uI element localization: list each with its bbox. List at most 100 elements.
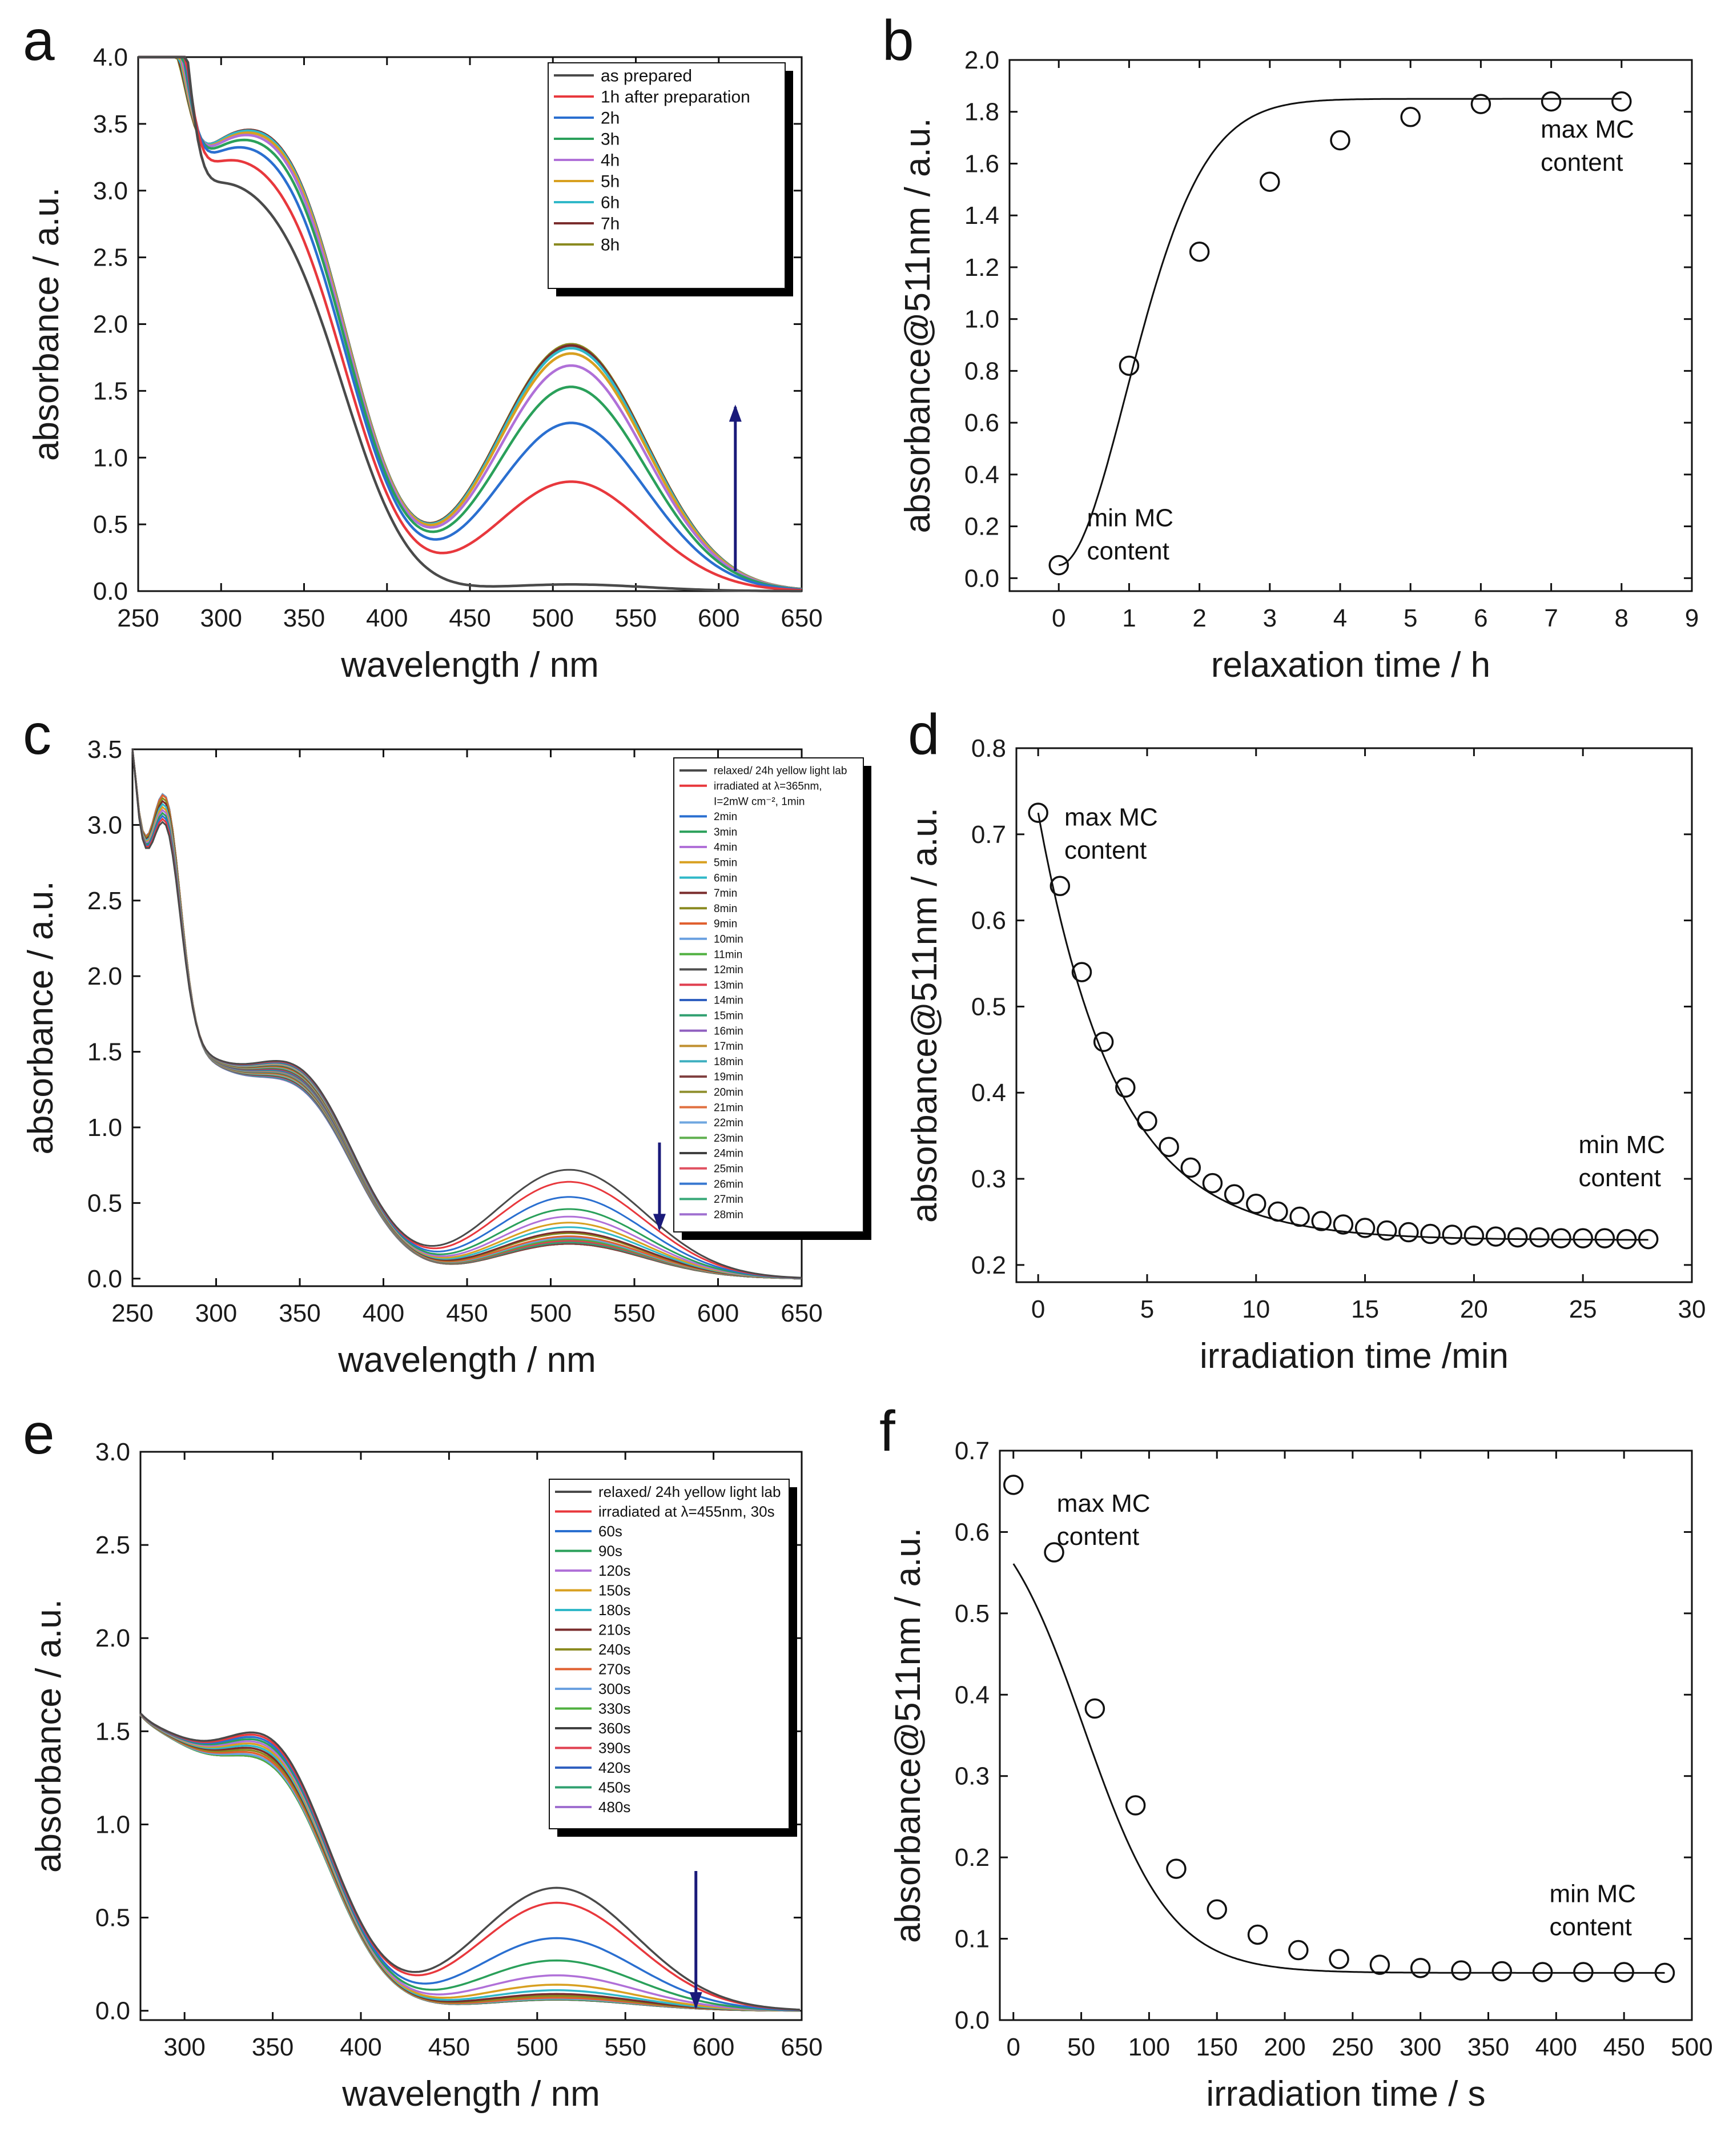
- data-point: [1003, 1475, 1024, 1495]
- y-tick-label: 3.5: [87, 736, 122, 764]
- legend-entry: 28min: [714, 1209, 743, 1221]
- y-tick-label: 1.8: [964, 98, 999, 126]
- annotation-line: content: [1057, 1523, 1139, 1551]
- spectrum-line: [139, 1712, 800, 2011]
- data-point: [1330, 130, 1350, 151]
- data-point: [1614, 1962, 1634, 1982]
- x-tick-label: 200: [1264, 2033, 1305, 2061]
- y-axis-title: absorbance / a.u.: [29, 1599, 69, 1873]
- y-tick-label: 1.4: [964, 202, 999, 230]
- data-point: [1420, 1223, 1441, 1244]
- legend-box: [673, 757, 864, 1232]
- x-tick-label: 450: [449, 604, 490, 632]
- plot-frame: [1015, 747, 1693, 1283]
- x-axis-title: wavelength / nm: [340, 645, 598, 685]
- y-tick-label: 0.0: [964, 564, 999, 592]
- legend-box: [549, 1479, 790, 1829]
- legend-entry: 330s: [598, 1700, 630, 1717]
- y-tick-label: 1.0: [93, 444, 128, 472]
- trend-arrow-head: [689, 1992, 702, 2010]
- x-axis-title: irradiation time /min: [1200, 1336, 1509, 1376]
- data-point: [1369, 1954, 1390, 1975]
- annotation: min MC content: [1087, 504, 1174, 565]
- spectrum-line: [139, 1713, 800, 2012]
- data-point: [1044, 1542, 1064, 1563]
- data-point: [1093, 1031, 1114, 1052]
- x-tick-label: 6: [1474, 604, 1487, 632]
- legend-entry: 26min: [714, 1178, 743, 1190]
- plot-e: 300 350 400 450 500 550 600 650 0.0 0.5 1.0 1.5 2.0 2…: [29, 1438, 823, 2114]
- annotation: min MC content: [1579, 1131, 1666, 1192]
- spectrum-line: [131, 749, 802, 1279]
- x-tick-label: 350: [252, 2033, 293, 2061]
- legend-entry: 180s: [598, 1601, 630, 1619]
- data-point: [1410, 1958, 1431, 1978]
- y-tick-label: 0.8: [971, 734, 1006, 762]
- y-tick-label: 3.0: [93, 177, 128, 205]
- y-tick-label: 0.3: [971, 1165, 1006, 1193]
- annotation-line: max MC: [1064, 804, 1158, 832]
- legend-entry: 15min: [714, 1010, 743, 1022]
- data-point: [1224, 1184, 1245, 1205]
- x-tick-label: 0: [1031, 1295, 1045, 1323]
- spectrum-line: [138, 55, 802, 591]
- data-point: [1311, 1211, 1332, 1231]
- y-tick-label: 0.4: [971, 1079, 1006, 1107]
- data-point: [1573, 1962, 1594, 1982]
- legend-entry: 6h: [601, 194, 620, 212]
- y-tick-label: 0.6: [955, 1518, 990, 1546]
- legend-entry: 150s: [598, 1582, 630, 1599]
- data-point: [1507, 1227, 1528, 1248]
- data-point: [1115, 1077, 1136, 1098]
- y-tick-label: 2.5: [93, 244, 128, 272]
- x-tick-label: 300: [195, 1299, 237, 1327]
- legend-entry: 22min: [714, 1117, 743, 1129]
- x-tick-label: 10: [1242, 1295, 1270, 1323]
- y-tick-label: 0.5: [87, 1189, 122, 1217]
- y-tick-label: 0.4: [964, 461, 999, 489]
- data-point: [1260, 171, 1280, 192]
- panel-letter-e: e: [23, 1402, 55, 1466]
- y-tick-label: 3.0: [87, 811, 122, 839]
- y-axis-title: absorbance@511nm / a.u.: [898, 118, 938, 533]
- x-tick-label: 9: [1685, 604, 1699, 632]
- y-tick-label: 1.0: [87, 1114, 122, 1142]
- x-axis-title: irradiation time / s: [1206, 2074, 1485, 2114]
- x-tick-label: 20: [1460, 1295, 1488, 1323]
- spectrum-line: [138, 55, 802, 593]
- legend-entry: 27min: [714, 1194, 743, 1206]
- x-tick-label: 450: [428, 2033, 470, 2061]
- fit-curve: [1012, 1563, 1665, 1974]
- legend-entry: 18min: [714, 1056, 743, 1068]
- annotation-line: max MC: [1541, 115, 1634, 143]
- y-tick-label: 0.2: [971, 1251, 1006, 1279]
- x-tick-label: 250: [1332, 2033, 1373, 2061]
- data-point: [1125, 1795, 1146, 1816]
- y-tick-label: 2.5: [95, 1531, 130, 1559]
- y-tick-label: 0.2: [955, 1844, 990, 1872]
- x-tick-label: 550: [604, 2033, 646, 2061]
- data-point: [1288, 1940, 1309, 1961]
- legend-entry: 17min: [714, 1041, 743, 1053]
- legend-entry: 5min: [714, 857, 737, 869]
- panel-a: a 250 300 350 400 450 500 550 600 650 0.0 0.5 1.0 1.…: [23, 9, 823, 685]
- legend-entry: 2h: [601, 109, 620, 128]
- y-tick-label: 2.0: [95, 1624, 130, 1652]
- legend-entry: 5h: [601, 172, 620, 191]
- data-point: [1611, 91, 1632, 112]
- data-point: [1084, 1698, 1105, 1719]
- x-tick-label: 350: [283, 604, 325, 632]
- plot-a: 250 300 350 400 450 500 550 600 650 0.0 0.5 1.0 1.5 2…: [27, 43, 823, 685]
- y-axis-title: absorbance@511nm / a.u.: [905, 808, 944, 1223]
- data-point: [1551, 1228, 1571, 1248]
- x-tick-label: 350: [279, 1299, 320, 1327]
- trend-arrow-head: [729, 404, 742, 422]
- x-tick-label: 7: [1544, 604, 1558, 632]
- data-point: [1268, 1201, 1288, 1222]
- annotation-line: content: [1064, 837, 1147, 865]
- legend-entry: 7h: [601, 215, 620, 234]
- y-tick-label: 0.0: [93, 577, 128, 605]
- legend-entry: 2min: [714, 811, 737, 823]
- x-tick-label: 15: [1351, 1295, 1379, 1323]
